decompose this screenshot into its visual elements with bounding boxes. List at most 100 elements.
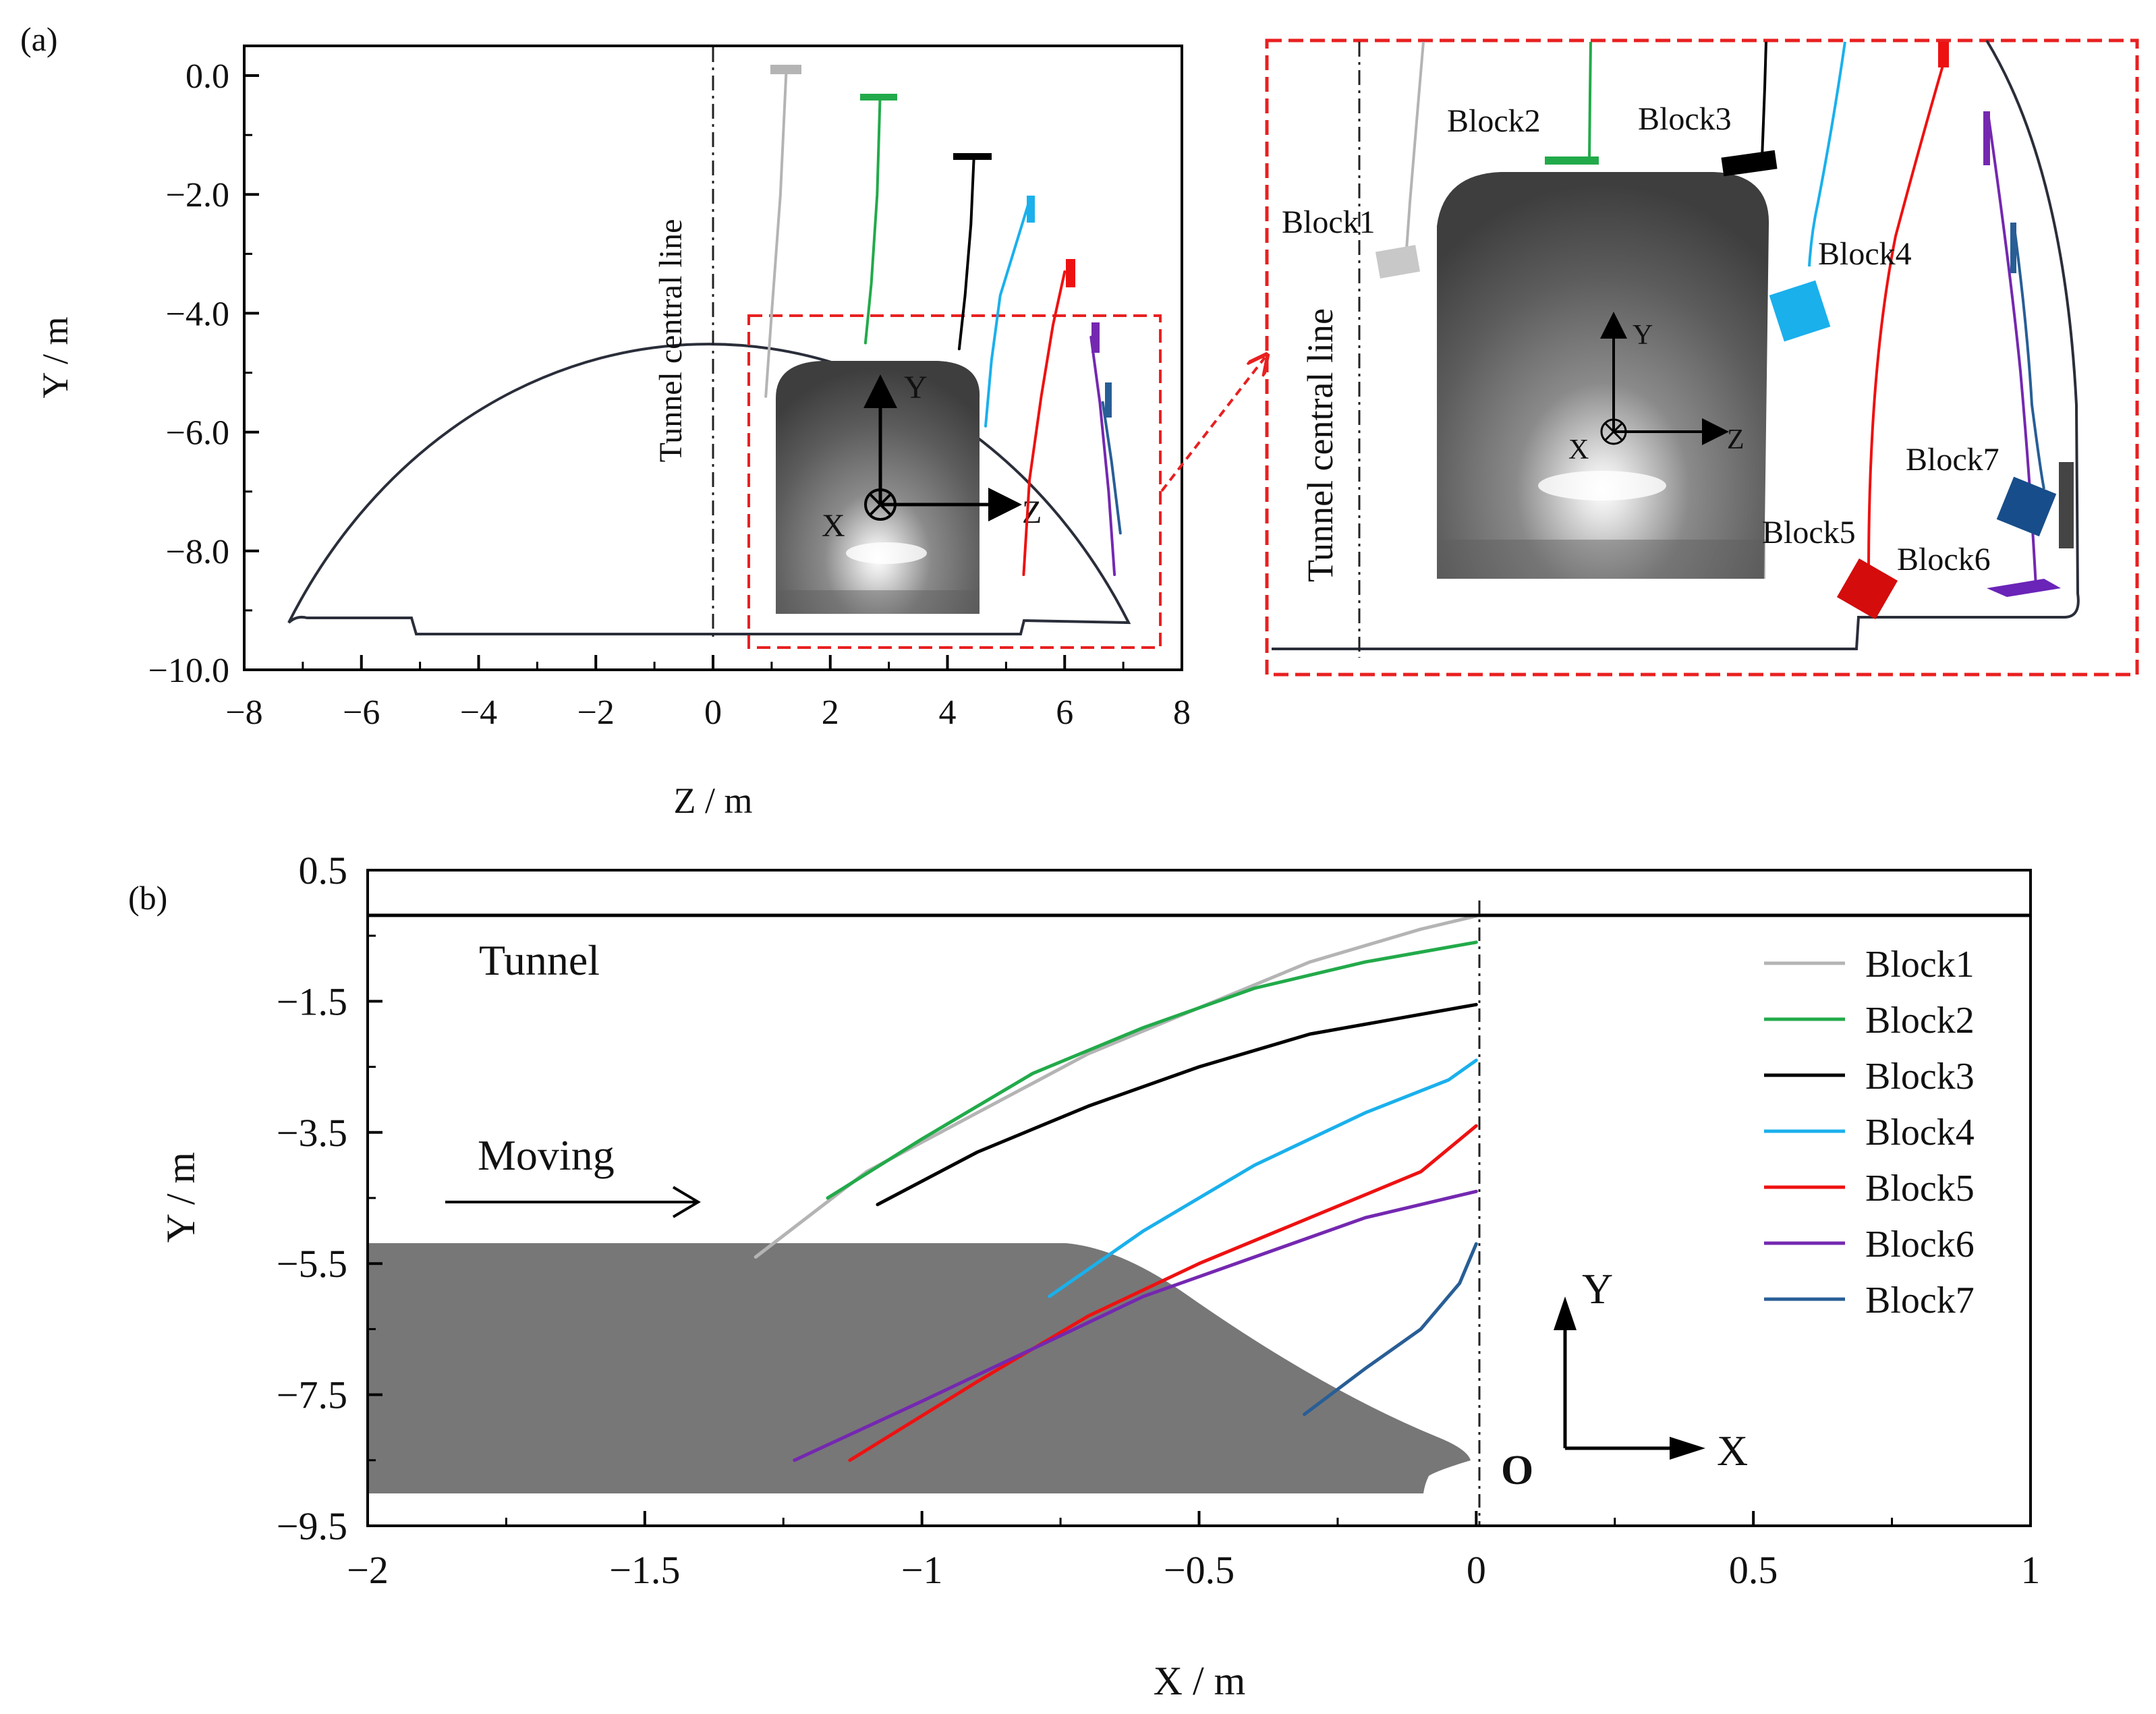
panel-a-line-block5: [1022, 270, 1067, 576]
zoom-label-block5: Block5: [1762, 515, 1856, 550]
zoom-block6-marker: [1983, 111, 1990, 165]
panel-b-label: (b): [128, 879, 167, 917]
panel-zoom-axis-z-label: Z: [1727, 424, 1744, 455]
panel-a-axis-z-label: Z: [1022, 494, 1042, 530]
zoom-block2-shape: [1545, 156, 1599, 165]
panel-zoom-axis-y-label: Y: [1633, 320, 1653, 351]
panel-a-vehicle: [776, 361, 980, 614]
zoom-label-block3: Block3: [1638, 101, 1732, 137]
zoom-block5-marker: [1938, 42, 1949, 67]
panel-b-y-tick-label: −1.5: [277, 979, 347, 1023]
panel-a-axis-x-label: X: [822, 508, 845, 544]
legend-label-block3: Block3: [1865, 1056, 1975, 1097]
panel-b-legend: Block1 Block2 Block3 Block4 Block5 Block6 Bloc…: [1764, 944, 1975, 1321]
zoom-line-block1: [1405, 41, 1425, 250]
panel-b-line-block7: [1303, 1242, 1478, 1417]
panel-b-axis-y-label: Y: [1582, 1265, 1613, 1313]
zoom-block7-marker: [2010, 223, 2016, 273]
panel-b-ticks: [366, 869, 2032, 1527]
panel-a-x-tick-label: 8: [1173, 693, 1191, 732]
panel-b-x-tick-label: −1: [901, 1548, 943, 1592]
panel-a-tunnel-outline: [287, 343, 1131, 635]
panel-a-marker-block6: [1091, 322, 1100, 353]
zoom-line-block2: [1588, 41, 1592, 159]
panel-a-marker-block5: [1066, 259, 1075, 287]
panel-a-x-tick-label: −6: [343, 693, 380, 732]
panel-b-x-tick-label: 1: [2021, 1548, 2041, 1592]
panel-b-tick-labels: −2 −1.5 −1 −0.5 0 0.5 1 0.5 −1.5 −3.5 −5.5 −7.5 −9.5: [277, 849, 2041, 1592]
panel-zoom-central-line-label: Tunnel central line: [1300, 308, 1340, 582]
legend-label-block4: Block4: [1865, 1112, 1975, 1153]
legend-label-block5: Block5: [1865, 1168, 1975, 1209]
zoom-label-block2: Block2: [1447, 103, 1541, 139]
panel-a-x-axis-title: Z / m: [674, 780, 753, 821]
panel-a-marker-block7: [1105, 382, 1112, 418]
panel-b-y-axis-title: Y / m: [159, 1152, 203, 1242]
zoom-block7-shadow: [2059, 462, 2074, 548]
panel-a-line-block2: [863, 94, 882, 345]
panel-a-x-tick-label: 0: [704, 693, 722, 732]
panel-a-zoom-box: [747, 314, 1162, 649]
panel-a-y-tick-label: 0.0: [186, 57, 229, 96]
zoom-label-block6: Block6: [1897, 542, 1991, 577]
legend-label-block7: Block7: [1865, 1280, 1975, 1321]
panel-b-y-tick-label: −7.5: [277, 1373, 347, 1417]
panel-b-y-tick-label: −3.5: [277, 1111, 347, 1155]
panel-b-x-tick-label: −0.5: [1164, 1548, 1235, 1592]
panel-zoom-tunnel-outline: [1272, 39, 2080, 650]
panel-a-marker-block4: [1027, 196, 1035, 223]
zoom-line-block7: [2012, 222, 2045, 490]
legend-label-block1: Block1: [1865, 944, 1975, 985]
panel-a-label: (a): [20, 20, 58, 58]
panel-a-line-block6: [1089, 335, 1116, 576]
panel-a-y-tick-label: −4.0: [166, 295, 229, 333]
panel-b-axis-x-label: X: [1717, 1427, 1748, 1475]
panel-a-line-block3: [957, 157, 975, 351]
panel-b-axis-triad: Y X O: [1501, 1265, 1748, 1493]
panel-zoom-axis-triad: Y Z X: [1568, 312, 1744, 465]
zoom-block3-shape: [1721, 150, 1778, 177]
panel-b-x-tick-label: −1.5: [609, 1548, 680, 1592]
panel-a-line-block7: [1101, 401, 1122, 535]
panel-zoom-blocks: [1375, 42, 2074, 620]
panel-b-y-tick-label: 0.5: [299, 849, 348, 892]
panel-b-x-tick-label: 0: [1467, 1548, 1486, 1592]
zoom-label-block4: Block4: [1818, 236, 1912, 272]
panel-b-series: [754, 914, 1478, 1462]
panel-a-x-tick-label: −2: [577, 693, 615, 732]
panel-a-x-tick-label: 4: [939, 693, 957, 732]
panel-zoom-axis-x-label: X: [1568, 434, 1589, 465]
zoom-block7-shape: [1996, 476, 2057, 537]
panel-b-line-block3: [876, 1002, 1478, 1207]
panel-a-tick-labels: −8 −6 −4 −2 0 2 4 6 8 0.0 −2.0 −4.0 −6.0 −8.0 −10.0: [148, 57, 1191, 732]
zoom-label-block1: Block1: [1282, 204, 1375, 240]
panel-zoom-labels: Block1 Block2 Block3 Block4 Block5 Block…: [1282, 101, 1999, 577]
panel-a-x-tick-label: −4: [460, 693, 497, 732]
panel-zoom-frame: [1265, 38, 2139, 677]
panel-b-tunnel-label: Tunnel: [479, 936, 600, 984]
zoom-block6-shape: [1987, 579, 2061, 597]
panel-b-line-block6: [793, 1189, 1478, 1462]
panel-b-moving-arrowhead: [672, 1186, 701, 1218]
zoom-connector-arrow: [1160, 358, 1265, 492]
panel-a-y-tick-label: −10.0: [148, 652, 229, 690]
panel-b-line-block1: [754, 914, 1478, 1259]
legend-label-block6: Block6: [1865, 1224, 1975, 1265]
panel-a-x-tick-label: 2: [822, 693, 839, 732]
panel-b-y-tick-label: −5.5: [277, 1242, 347, 1286]
panel-a-x-tick-label: −8: [225, 693, 262, 732]
zoom-line-block4: [1808, 41, 1846, 267]
zoom-label-block7: Block7: [1906, 442, 1999, 478]
panel-zoom-vehicle: [1437, 172, 1769, 579]
panel-a-central-line-label: Tunnel central line: [653, 219, 689, 463]
panel-a-y-axis-title: Y / m: [35, 317, 76, 399]
zoom-line-block5: [1867, 53, 1948, 574]
panel-b-y-tick-label: −9.5: [277, 1504, 347, 1548]
panel-a: (a) −8 −6 −4 −2 0 2 4 6 8 0.0 −2.0 −4.0 −6.0 −8.0 −10.…: [20, 20, 1191, 821]
panel-zoom: Tunnel central line Y Z X: [1265, 38, 2139, 677]
zoom-block1-shape: [1375, 245, 1421, 279]
panel-a-block-markers: [770, 65, 1112, 418]
panel-a-ticks: [243, 74, 1183, 671]
panel-b-line-block5: [848, 1124, 1478, 1462]
panel-b-line-block4: [1048, 1058, 1478, 1298]
